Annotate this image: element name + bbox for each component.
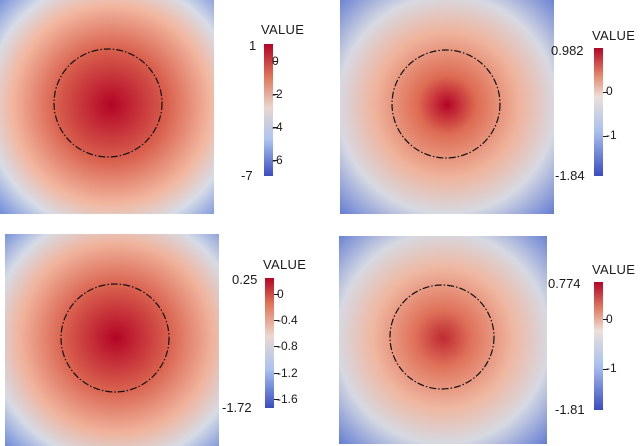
heatmap-field [5, 234, 219, 446]
colorbar-tick [274, 294, 279, 295]
colorbar-min-label: -1.84 [555, 168, 585, 183]
colorbar-tick [274, 373, 279, 374]
contour-circle [389, 284, 495, 390]
colorbar-tick-label: -2 [272, 87, 283, 101]
field-background [5, 234, 219, 446]
colorbar-tick [273, 94, 278, 95]
colorbar-min-label: -1.81 [555, 402, 585, 417]
heatmap-field [339, 236, 547, 444]
field-plot [0, 0, 214, 214]
heatmap-field [340, 0, 554, 214]
colorbar-tick-label: 0 [606, 84, 613, 98]
colorbar [265, 278, 274, 408]
contour-circle [53, 48, 163, 158]
colorbar-title: VALUE [592, 262, 636, 277]
colorbar-max-label: 1 [249, 38, 257, 53]
colorbar-tick-label: -1 [606, 361, 617, 375]
colorbar-tick-label: -1.2 [277, 366, 298, 380]
colorbar-min-label: -1.72 [222, 400, 252, 415]
colorbar-tick [274, 346, 279, 347]
colorbar-title: VALUE [263, 257, 307, 272]
colorbar-tick-label: -0.8 [277, 339, 298, 353]
colorbar-min-label: -7 [241, 168, 253, 183]
colorbar-tick-label: 0 [272, 54, 279, 68]
field-plot [5, 234, 219, 446]
colorbar-tick [603, 319, 608, 320]
colorbar [594, 48, 603, 176]
field-plot [339, 236, 547, 444]
colorbar-tick [273, 160, 278, 161]
contour-circle [391, 49, 501, 159]
field-plot [340, 0, 554, 214]
colorbar-tick [274, 320, 279, 321]
colorbar-tick-label: -0.4 [277, 313, 298, 327]
colorbar-tick-label: -1.6 [277, 392, 298, 406]
contour-circle [60, 283, 170, 393]
heatmap-field [0, 0, 214, 214]
colorbar-tick [603, 92, 608, 93]
colorbar-tick [274, 399, 279, 400]
colorbar-tick-label: 0 [277, 287, 284, 301]
colorbar-tick [603, 136, 608, 137]
colorbar-tick [273, 61, 278, 62]
colorbar-max-label: 0.25 [232, 272, 258, 287]
colorbar-tick-label: -4 [272, 120, 283, 134]
colorbar [264, 44, 273, 176]
colorbar-max-label: 0.982 [551, 43, 584, 58]
colorbar-max-label: 0.774 [548, 276, 581, 291]
field-background [339, 236, 547, 444]
field-background [0, 0, 214, 214]
colorbar-tick-label: -1 [606, 128, 617, 142]
colorbar [594, 282, 603, 410]
colorbar-title: VALUE [261, 22, 305, 37]
colorbar-tick [603, 369, 608, 370]
colorbar-tick [273, 127, 278, 128]
colorbar-tick-label: -6 [272, 153, 283, 167]
colorbar-title: VALUE [592, 28, 636, 43]
field-background [340, 0, 554, 214]
colorbar-tick-label: 0 [606, 312, 613, 326]
